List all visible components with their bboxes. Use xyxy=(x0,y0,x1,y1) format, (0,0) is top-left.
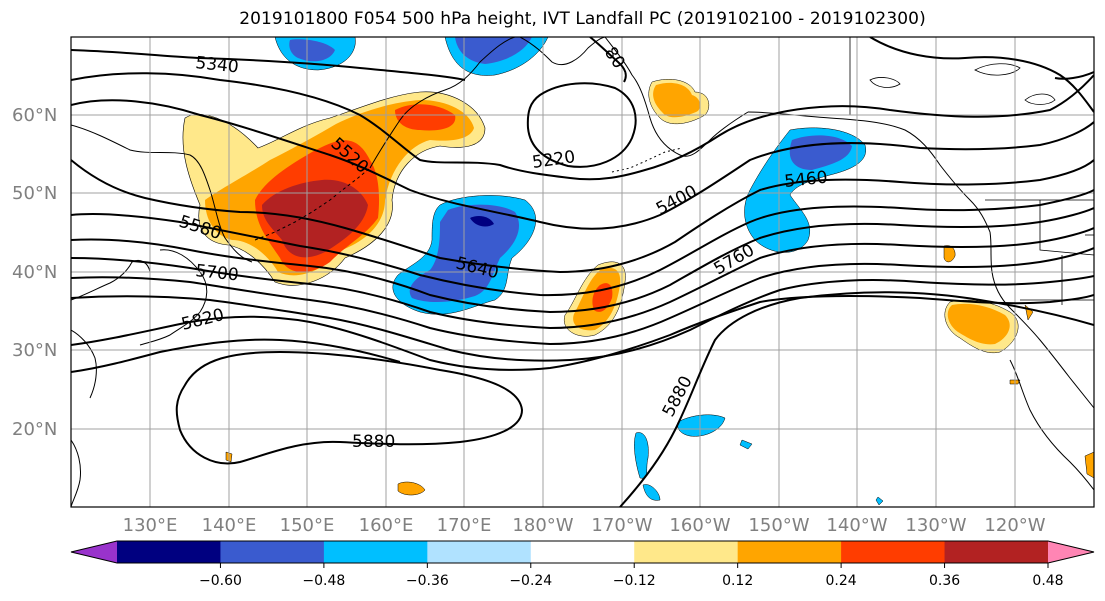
colorbar-segment xyxy=(634,541,738,563)
colorbar-tick-label: −0.12 xyxy=(613,573,656,589)
colorbar-tick-label: 0.48 xyxy=(1032,573,1063,589)
lon-label-170w: 170°W xyxy=(591,515,652,536)
longitude-labels: 130°E 140°E 150°E 160°E 170°E 180°W 170°… xyxy=(123,515,1046,536)
lat-label-30n: 30°N xyxy=(12,340,57,361)
lon-label-160e: 160°E xyxy=(359,515,414,536)
colorbar-extend-high xyxy=(1048,541,1094,563)
colorbar-tick-label: −0.60 xyxy=(199,573,242,589)
lat-label-40n: 40°N xyxy=(12,262,57,283)
colorbar-segment xyxy=(117,541,221,563)
latitude-labels: 60°N 50°N 40°N 30°N 20°N xyxy=(12,105,57,440)
colorbar-tick-label: −0.24 xyxy=(509,573,552,589)
colorbar: −0.60 −0.48 −0.36 −0.24 −0.12 0.12 0.24 0.36 0.4… xyxy=(71,541,1105,589)
colorbar-segment xyxy=(531,541,635,563)
lon-label-170e: 170°E xyxy=(437,515,492,536)
lat-label-60n: 60°N xyxy=(12,105,57,126)
colorbar-tick-label: 0.12 xyxy=(722,573,753,589)
colorbar-segment xyxy=(427,541,531,563)
colorbar-tick-label: 0.24 xyxy=(826,573,857,589)
lon-label-160w: 160°W xyxy=(669,515,730,536)
lon-label-150e: 150°E xyxy=(280,515,335,536)
lat-label-50n: 50°N xyxy=(12,183,57,204)
lon-label-130e: 130°E xyxy=(123,515,178,536)
colorbar-segment xyxy=(220,541,324,563)
lon-label-180w: 180°W xyxy=(512,515,573,536)
colorbar-tick-label: −0.48 xyxy=(302,573,345,589)
lon-label-150w: 150°W xyxy=(748,515,809,536)
colorbar-tick-label: −0.36 xyxy=(406,573,449,589)
figure: 2019101800 F054 500 hPa height, IVT Land… xyxy=(0,0,1105,601)
colorbar-segment xyxy=(945,541,1049,563)
lon-label-140e: 140°E xyxy=(202,515,257,536)
colorbar-segment xyxy=(324,541,428,563)
lon-label-140w: 140°W xyxy=(826,515,887,536)
colorbar-segment xyxy=(738,541,842,563)
colorbar-extend-low xyxy=(71,541,117,563)
lat-label-20n: 20°N xyxy=(12,419,57,440)
map-figure: 5340 5520 5220 5580 5700 5820 5640 5400 … xyxy=(0,0,1105,601)
colorbar-segment xyxy=(841,541,945,563)
contour-label-5880-west: 5880 xyxy=(352,432,395,452)
lon-label-120w: 120°W xyxy=(984,515,1045,536)
colorbar-tick-label: 0.36 xyxy=(929,573,960,589)
lon-label-130w: 130°W xyxy=(905,515,966,536)
